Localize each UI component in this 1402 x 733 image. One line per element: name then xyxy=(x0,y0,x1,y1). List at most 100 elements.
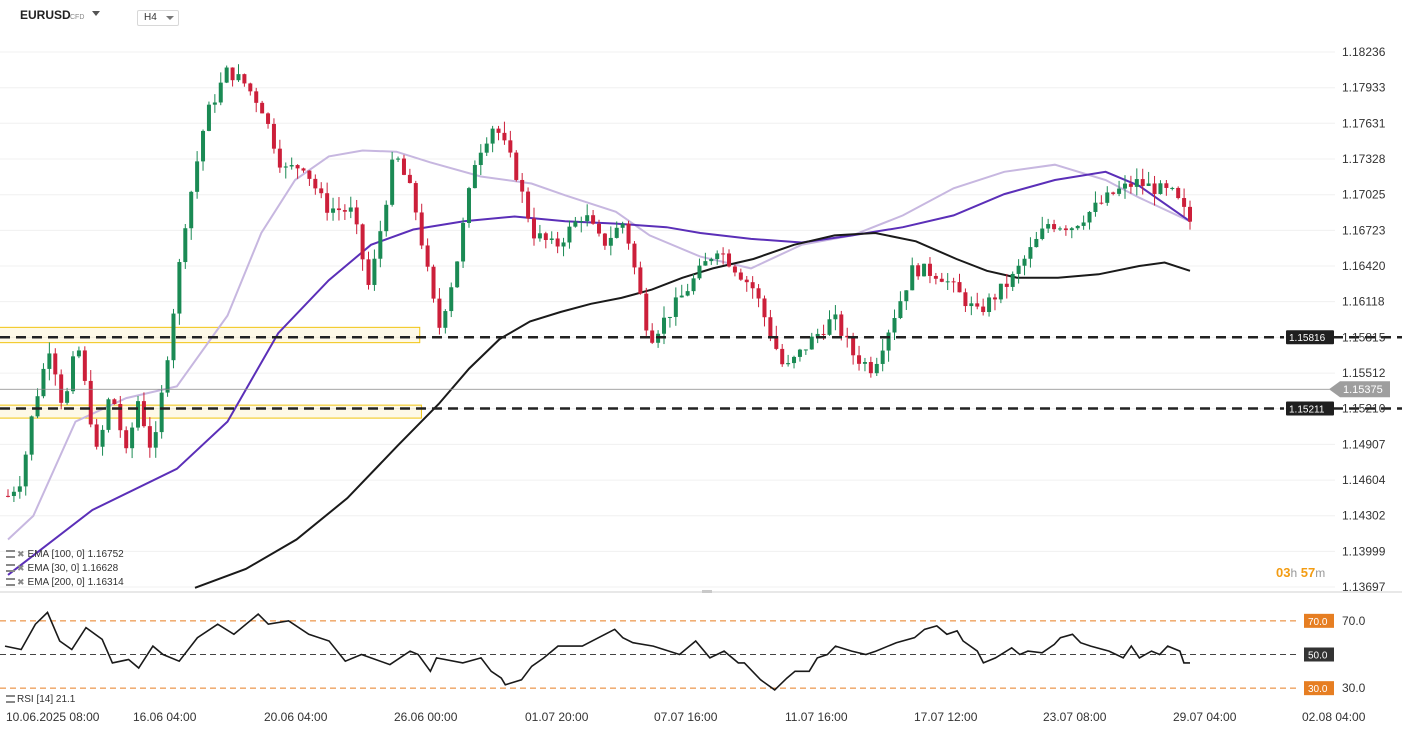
level-tag[interactable] xyxy=(1286,401,1334,416)
chevron-down-icon xyxy=(166,16,174,20)
candle-body xyxy=(254,91,259,103)
candle-body xyxy=(360,224,365,260)
candle-body xyxy=(963,292,968,307)
price-tick-label: 1.17328 xyxy=(1342,152,1386,166)
candle-body xyxy=(236,74,241,81)
candle-body xyxy=(922,263,927,277)
indicator-rsi[interactable]: RSI [14] 21.1 xyxy=(6,694,75,706)
candle-body xyxy=(969,303,974,307)
timeframe-select[interactable]: H4 xyxy=(137,10,179,26)
candle-body xyxy=(59,374,64,403)
candle-body xyxy=(904,290,909,302)
candle-body xyxy=(774,336,779,349)
candle-body xyxy=(933,275,938,279)
level-tag-label: 1.15211 xyxy=(1289,405,1325,416)
candle-body xyxy=(65,391,70,403)
timeframe-value: H4 xyxy=(144,12,157,23)
ema100-line xyxy=(7,170,1191,576)
time-tick-label: 11.07 16:00 xyxy=(785,710,848,724)
candle-body xyxy=(845,335,850,338)
candle-body xyxy=(401,158,406,175)
candle-body xyxy=(177,262,182,314)
candle-body xyxy=(271,123,276,149)
candle-body xyxy=(1010,273,1015,287)
candle-body xyxy=(1170,187,1175,189)
candle-body xyxy=(1122,183,1127,189)
candle-body xyxy=(41,368,46,397)
candle-body xyxy=(543,233,548,240)
candle-body xyxy=(1057,228,1062,230)
candle-body xyxy=(597,223,601,234)
candle-body xyxy=(307,170,312,179)
candle-body xyxy=(531,218,536,239)
current-price-marker[interactable] xyxy=(1329,381,1390,398)
menu-icon[interactable] xyxy=(6,578,15,587)
candle-body xyxy=(614,227,619,238)
candle-body xyxy=(803,349,808,351)
time-tick-label: 10.06.2025 08:00 xyxy=(6,710,100,724)
current-price-label: 1.15375 xyxy=(1343,384,1383,396)
indicator-ema100[interactable]: ✖ EMA [100, 0] 1.16752 xyxy=(6,548,124,560)
indicator-ema200[interactable]: ✖ EMA [200, 0] 1.16314 xyxy=(6,576,124,588)
candle-body xyxy=(691,278,696,292)
candle-body xyxy=(526,191,531,219)
indicator-label: EMA [100, 0] 1.16752 xyxy=(27,549,124,560)
candle-body xyxy=(1052,224,1057,230)
candle-body xyxy=(998,283,1003,300)
candle-body xyxy=(29,416,34,455)
close-icon[interactable]: ✖ xyxy=(17,577,25,587)
candle-body xyxy=(354,207,359,225)
candle-body xyxy=(141,401,146,427)
candle-body xyxy=(892,318,897,333)
candle-body xyxy=(679,295,684,298)
candle-body xyxy=(112,399,117,404)
candle-body xyxy=(862,362,867,364)
indicator-ema30[interactable]: ✖ EMA [30, 0] 1.16628 xyxy=(6,562,118,574)
candle-body xyxy=(342,210,347,212)
candle-body xyxy=(1028,247,1033,259)
candle-body xyxy=(260,102,265,114)
candle-body xyxy=(206,104,211,131)
candle-body xyxy=(880,350,885,364)
time-tick-label: 16.06 04:00 xyxy=(133,710,197,724)
price-zone[interactable] xyxy=(0,404,422,419)
level-tag[interactable] xyxy=(1286,330,1334,345)
price-zone[interactable] xyxy=(0,326,421,344)
symbol-dropdown-icon[interactable] xyxy=(92,11,100,16)
candle-body xyxy=(721,253,726,255)
rsi-axis-label: 30.0 xyxy=(1342,681,1366,695)
rsi-level-tag xyxy=(1304,647,1334,662)
candle-body xyxy=(945,281,950,283)
candle-body xyxy=(851,337,856,356)
panel-resize-handle[interactable] xyxy=(702,590,712,593)
candle-body xyxy=(520,179,525,192)
close-icon[interactable]: ✖ xyxy=(17,563,25,573)
candle-body xyxy=(1176,187,1181,199)
menu-icon[interactable] xyxy=(6,564,15,573)
candle-body xyxy=(857,355,862,364)
price-axis: 1.18236 1.17933 1.17631 1.17328 1.17025 1.167… xyxy=(1342,45,1386,594)
rsi-level-tag xyxy=(1304,613,1334,628)
price-tick-label: 1.13999 xyxy=(1342,544,1386,558)
close-icon[interactable]: ✖ xyxy=(17,549,25,559)
horizontal-levels[interactable]: 1.15816 1.15211 1.15375 xyxy=(0,330,1402,416)
time-tick-label: 29.07 04:00 xyxy=(1173,710,1237,724)
candle-body xyxy=(313,178,318,189)
candle-body xyxy=(1117,188,1122,194)
candle-body xyxy=(413,183,418,213)
candle-body xyxy=(591,215,596,224)
menu-icon[interactable] xyxy=(6,695,15,704)
rsi-panel: 70.0 50.0 30.0 70.0 30.0 xyxy=(0,611,1366,696)
symbol-name[interactable]: EURUSD xyxy=(20,8,71,22)
candle-body xyxy=(951,281,956,283)
candle-body xyxy=(567,226,572,243)
candle-body xyxy=(555,238,560,247)
candle-body xyxy=(336,208,341,211)
candle-body xyxy=(159,392,164,433)
candle-body xyxy=(455,261,460,288)
menu-icon[interactable] xyxy=(6,550,15,559)
candle-body xyxy=(230,67,235,81)
time-axis: 10.06.2025 08:00 16.06 04:00 20.06 04:00 26… xyxy=(6,710,1366,724)
candle-body xyxy=(419,212,424,246)
